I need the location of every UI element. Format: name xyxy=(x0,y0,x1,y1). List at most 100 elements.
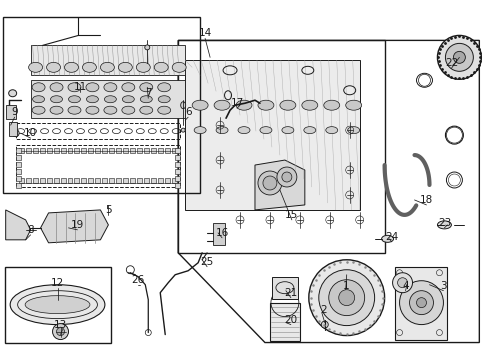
Ellipse shape xyxy=(47,62,61,72)
Bar xyxy=(25,178,30,183)
Text: 19: 19 xyxy=(71,220,84,230)
Ellipse shape xyxy=(50,96,63,103)
Ellipse shape xyxy=(194,127,206,134)
Bar xyxy=(213,223,225,245)
Ellipse shape xyxy=(50,106,63,114)
Bar xyxy=(16,155,21,160)
Circle shape xyxy=(399,281,443,325)
Text: 8: 8 xyxy=(27,225,34,235)
Text: 1: 1 xyxy=(343,281,349,291)
Bar xyxy=(89,148,94,153)
Bar xyxy=(16,183,21,188)
Bar xyxy=(68,148,73,153)
Text: 26: 26 xyxy=(132,275,145,285)
Bar xyxy=(53,148,58,153)
Bar xyxy=(130,148,135,153)
Text: 10: 10 xyxy=(24,128,37,138)
Bar xyxy=(47,148,51,153)
Text: 23: 23 xyxy=(438,218,451,228)
Bar xyxy=(30,45,185,75)
Ellipse shape xyxy=(158,96,170,103)
Ellipse shape xyxy=(348,127,360,134)
Bar xyxy=(165,178,170,183)
Circle shape xyxy=(263,176,277,190)
Ellipse shape xyxy=(12,130,19,137)
Text: 25: 25 xyxy=(200,257,214,267)
Ellipse shape xyxy=(68,106,81,114)
Circle shape xyxy=(319,270,375,325)
Bar xyxy=(81,148,86,153)
Circle shape xyxy=(392,273,413,293)
Bar xyxy=(144,178,149,183)
Circle shape xyxy=(52,324,69,339)
Circle shape xyxy=(453,51,465,63)
Text: 7: 7 xyxy=(145,88,151,98)
Polygon shape xyxy=(41,210,108,243)
Bar xyxy=(175,155,180,160)
Ellipse shape xyxy=(68,83,81,92)
Bar xyxy=(137,148,142,153)
Ellipse shape xyxy=(181,128,185,132)
Ellipse shape xyxy=(238,127,250,134)
Polygon shape xyxy=(185,60,360,210)
Bar xyxy=(16,176,21,181)
Ellipse shape xyxy=(32,83,45,92)
Polygon shape xyxy=(394,267,447,339)
Ellipse shape xyxy=(86,83,99,92)
Bar xyxy=(178,40,385,253)
Bar xyxy=(6,105,16,119)
Bar xyxy=(172,178,177,183)
Bar xyxy=(33,148,38,153)
Bar xyxy=(144,148,149,153)
Bar xyxy=(96,148,100,153)
Ellipse shape xyxy=(119,62,132,72)
Text: 6: 6 xyxy=(185,107,192,117)
Bar xyxy=(175,176,180,181)
Ellipse shape xyxy=(282,127,294,134)
Ellipse shape xyxy=(100,62,114,72)
Ellipse shape xyxy=(69,96,80,103)
Ellipse shape xyxy=(140,96,152,103)
Text: 22: 22 xyxy=(445,58,458,68)
Polygon shape xyxy=(6,210,30,240)
Bar xyxy=(175,148,180,153)
Ellipse shape xyxy=(236,100,252,110)
Ellipse shape xyxy=(136,62,150,72)
Ellipse shape xyxy=(86,96,98,103)
Polygon shape xyxy=(255,160,305,210)
Bar xyxy=(5,267,111,342)
Circle shape xyxy=(416,298,426,308)
Bar xyxy=(25,148,30,153)
Bar xyxy=(175,162,180,167)
Bar xyxy=(16,123,180,139)
Text: 4: 4 xyxy=(402,281,409,291)
Bar xyxy=(270,303,300,341)
Ellipse shape xyxy=(324,100,340,110)
Bar xyxy=(53,178,58,183)
Bar xyxy=(9,122,17,136)
Ellipse shape xyxy=(104,96,116,103)
Text: 14: 14 xyxy=(198,28,212,39)
Ellipse shape xyxy=(86,106,99,114)
Ellipse shape xyxy=(321,321,328,328)
Bar xyxy=(47,178,51,183)
Bar xyxy=(16,169,21,174)
Bar xyxy=(81,178,86,183)
Circle shape xyxy=(277,167,297,187)
Bar xyxy=(19,178,24,183)
Ellipse shape xyxy=(10,285,105,325)
Ellipse shape xyxy=(382,235,393,242)
Text: 17: 17 xyxy=(230,98,244,108)
Bar xyxy=(175,169,180,174)
Bar xyxy=(61,148,66,153)
Ellipse shape xyxy=(140,83,153,92)
Text: 2: 2 xyxy=(320,305,327,315)
Bar xyxy=(172,148,177,153)
Text: 9: 9 xyxy=(11,107,18,117)
Bar xyxy=(89,178,94,183)
Text: 20: 20 xyxy=(284,315,297,325)
Ellipse shape xyxy=(260,127,272,134)
Circle shape xyxy=(56,328,65,336)
Bar xyxy=(123,148,128,153)
Bar xyxy=(61,178,66,183)
